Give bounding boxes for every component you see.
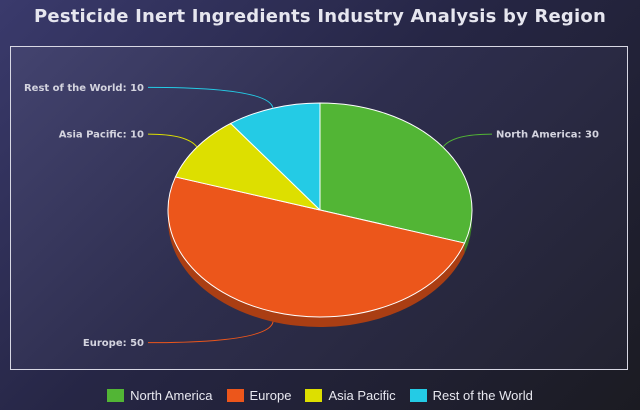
label-connector bbox=[442, 133, 493, 148]
data-label: Europe: 50 bbox=[83, 338, 144, 349]
data-label: Rest of the World: 10 bbox=[24, 83, 144, 94]
legend-swatch bbox=[226, 389, 244, 402]
data-label: North America: 30 bbox=[496, 130, 599, 141]
legend-item-asia-pacific[interactable]: Asia Pacific bbox=[305, 388, 396, 403]
pie-depth bbox=[168, 210, 472, 327]
legend-label: Europe bbox=[249, 388, 292, 403]
legend-label: Asia Pacific bbox=[328, 388, 396, 403]
legend: North America Europe Asia Pacific Rest o… bbox=[0, 388, 640, 403]
legend-swatch bbox=[107, 389, 125, 402]
legend-swatch bbox=[409, 389, 427, 402]
pie-slice-side bbox=[464, 210, 472, 254]
legend-item-north-america[interactable]: North America bbox=[107, 388, 213, 403]
label-connector bbox=[147, 133, 198, 148]
legend-item-rest-of-the-world[interactable]: Rest of the World bbox=[409, 388, 533, 403]
legend-item-europe[interactable]: Europe bbox=[226, 388, 292, 403]
data-label: Asia Pacific: 10 bbox=[59, 130, 144, 141]
data-labels: North America: 30 Europe: 50 Asia Pacific:… bbox=[24, 83, 599, 349]
label-connector bbox=[147, 321, 274, 344]
pie-slice-europe bbox=[167, 176, 466, 318]
legend-swatch bbox=[305, 389, 323, 402]
label-connector bbox=[147, 86, 274, 109]
legend-label: Rest of the World bbox=[432, 388, 533, 403]
pie-slices bbox=[167, 102, 473, 318]
chart-title: Pesticide Inert Ingredients Industry Ana… bbox=[34, 6, 606, 27]
legend-label: North America bbox=[130, 388, 213, 403]
